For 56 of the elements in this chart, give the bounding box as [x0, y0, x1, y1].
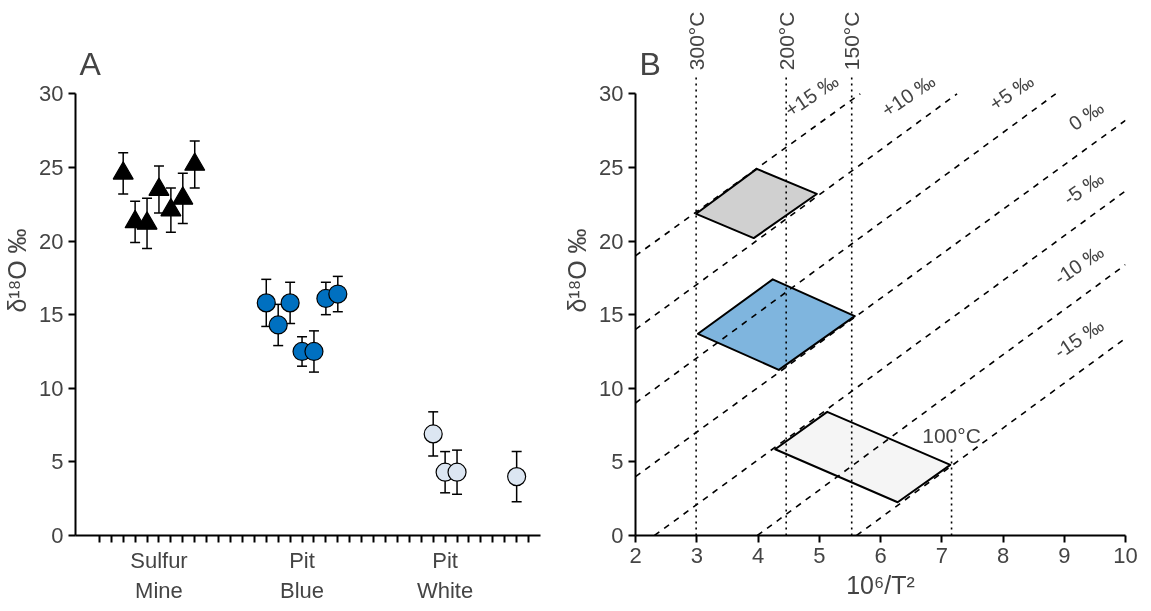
y-tick-label: 10: [39, 375, 64, 401]
y-axis-title: δ¹⁸O ‰: [563, 228, 592, 313]
y-tick-label: 15: [599, 302, 624, 328]
x-tick-label: 10: [1113, 542, 1138, 568]
x-tick-label: 8: [996, 542, 1010, 568]
ref-line-label: 150°C: [840, 11, 864, 71]
point: [423, 424, 443, 444]
ref-line-label: 300°C: [684, 11, 708, 71]
chart-title: B: [639, 45, 661, 82]
point: [280, 293, 300, 313]
point: [136, 211, 158, 230]
y-tick-label: 25: [39, 154, 64, 180]
point: [172, 186, 194, 205]
x-tick-label: Pit White: [417, 547, 474, 603]
x-tick-label: 6: [874, 542, 887, 568]
text: -15 ‰: [1050, 314, 1108, 363]
ref-line-label: 200°C: [774, 11, 798, 71]
text: +15 ‰: [780, 69, 843, 122]
x-tick-label: 5: [813, 542, 826, 568]
point: [112, 161, 134, 180]
y-tick-label: 5: [51, 449, 64, 475]
y-tick-label: 30: [599, 81, 624, 107]
text: +5 ‰: [985, 69, 1038, 115]
point: [304, 341, 324, 362]
y-tick-label: 0: [611, 523, 624, 548]
point: [184, 152, 206, 171]
series-label: 100°C: [922, 423, 981, 447]
point: [328, 284, 348, 304]
y-axis-title: δ¹⁸O ‰: [3, 228, 32, 313]
x-tick-label: 4: [751, 542, 765, 568]
y-tick-label: 30: [39, 81, 64, 107]
y-tick-label: 15: [39, 302, 64, 328]
y-tick-label: 20: [39, 228, 64, 254]
x-axis-title: 10⁶/T²: [846, 570, 915, 599]
text: -5 ‰: [1059, 166, 1108, 210]
text: -10 ‰: [1050, 240, 1108, 290]
y-tick-label: 0: [51, 523, 64, 548]
point: [507, 467, 527, 487]
x-tick-label: 9: [1058, 542, 1071, 568]
text: 0 ‰: [1064, 96, 1108, 135]
x-tick-label: 3: [690, 542, 703, 568]
y-tick-label: 10: [599, 375, 624, 401]
y-tick-label: 20: [599, 228, 624, 254]
chart-title: A: [79, 45, 102, 82]
text: +10 ‰: [877, 69, 940, 122]
x-tick-label: 2: [629, 542, 642, 568]
point: [256, 293, 276, 313]
point: [148, 177, 170, 196]
y-tick-label: 25: [599, 154, 624, 180]
x-tick-label: 7: [935, 542, 948, 568]
point: [268, 315, 288, 335]
point: [160, 197, 182, 217]
x-tick-label: Pit Blue: [280, 547, 325, 603]
x-tick-label: Sulfur Mine: [130, 547, 188, 603]
point: [447, 462, 467, 482]
y-tick-label: 5: [611, 449, 624, 475]
